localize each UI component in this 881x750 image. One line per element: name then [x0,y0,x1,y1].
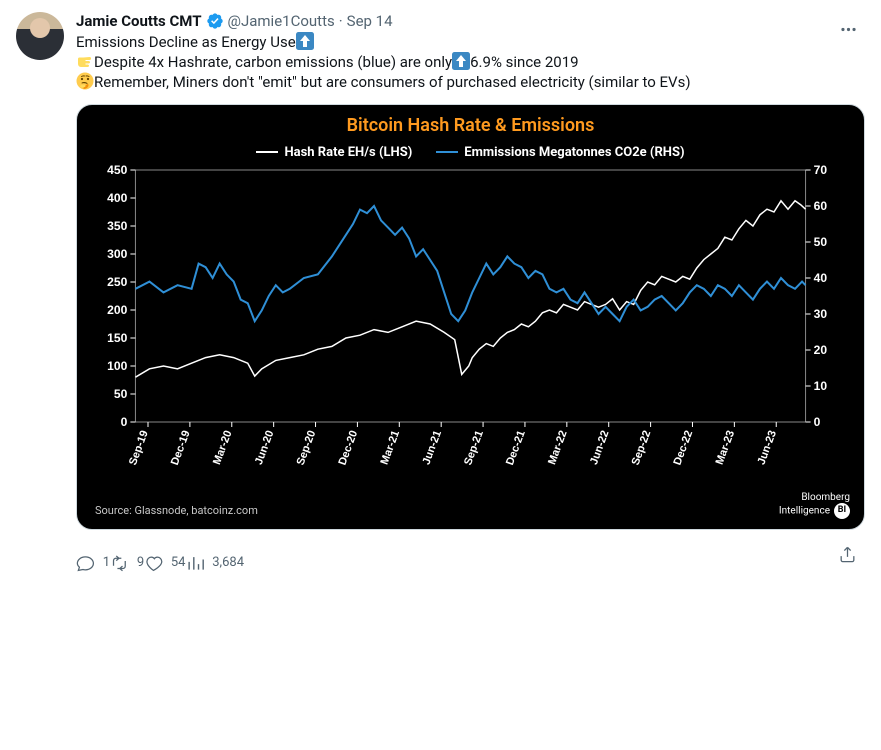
svg-text:50: 50 [114,387,128,401]
svg-text:Jun-21: Jun-21 [420,428,444,465]
emoji-icon [76,72,94,90]
tweet-header: Jamie Coutts CMT @Jamie1Coutts · Sep 14 [76,12,865,30]
svg-text:Mar-21: Mar-21 [379,428,403,465]
reply-button[interactable]: 1 [76,554,110,573]
svg-text:Sep-21: Sep-21 [462,428,486,466]
svg-text:30: 30 [814,307,828,321]
tweet-actions: 1 9 54 3,684 [76,542,865,573]
svg-text:Dec-19: Dec-19 [169,428,193,466]
svg-text:Dec-20: Dec-20 [336,428,360,466]
retweet-count: 9 [137,555,144,570]
more-options-button[interactable] [831,12,865,46]
share-button[interactable] [838,545,857,568]
retweet-button[interactable]: 9 [110,554,144,573]
verified-badge-icon [206,12,224,30]
svg-text:250: 250 [107,275,127,289]
svg-text:Mar-20: Mar-20 [211,428,235,465]
svg-text:Mar-22: Mar-22 [546,428,570,465]
legend-item: Emmissions Megatonnes CO2e (RHS) [436,145,684,160]
like-count: 54 [171,555,186,570]
svg-text:Mar-23: Mar-23 [714,428,738,465]
tweet: Jamie Coutts CMT @Jamie1Coutts · Sep 14 … [16,12,865,572]
svg-text:50: 50 [814,235,828,249]
svg-text:Jun-23: Jun-23 [756,428,780,465]
svg-text:70: 70 [814,164,828,177]
avatar[interactable] [16,12,64,60]
views-count: 3,684 [212,555,244,570]
legend-item: Hash Rate EH/s (LHS) [256,145,412,160]
svg-text:100: 100 [107,359,127,373]
svg-text:Dec-22: Dec-22 [672,428,696,466]
author-handle[interactable]: @Jamie1Coutts [228,12,335,30]
svg-text:350: 350 [107,219,127,233]
svg-text:60: 60 [814,199,828,213]
svg-text:10: 10 [814,379,828,393]
svg-text:Sep-19: Sep-19 [127,428,151,466]
svg-text:0: 0 [814,415,821,429]
svg-text:Sep-20: Sep-20 [295,428,319,466]
svg-text:Jun-20: Jun-20 [253,428,277,465]
emoji-icon [76,52,94,70]
svg-text:40: 40 [814,271,828,285]
chart-plot: 0 50 100 150 200 250 300 350 400 450 0 10 20 30 40 50 60… [87,164,854,484]
svg-text:Jun-22: Jun-22 [588,428,612,465]
bloomberg-logo: BloombergIntelligenceBI [779,492,850,519]
svg-text:150: 150 [107,331,127,345]
tweet-main: Jamie Coutts CMT @Jamie1Coutts · Sep 14 … [76,12,865,572]
svg-text:Dec-21: Dec-21 [504,428,528,466]
chart-title: Bitcoin Hash Rate & Emissions [87,115,854,136]
views-button[interactable]: 3,684 [186,554,245,573]
svg-text:Sep-22: Sep-22 [630,428,654,466]
svg-text:450: 450 [107,164,127,177]
author-name[interactable]: Jamie Coutts CMT [76,12,202,30]
chart-image[interactable]: Bitcoin Hash Rate & Emissions Hash Rate … [76,104,865,530]
like-button[interactable]: 54 [144,554,185,573]
reply-count: 1 [103,555,110,570]
emoji-icon [296,32,314,50]
svg-text:0: 0 [121,415,128,429]
emoji-icon [452,52,470,70]
svg-text:200: 200 [107,303,127,317]
tweet-date[interactable]: Sep 14 [347,12,393,30]
svg-text:400: 400 [107,191,127,205]
tweet-text: Emissions Decline as Energy UseDespite 4… [76,32,865,92]
chart-source: Source: Glassnode, batcoinz.com [91,502,262,519]
separator-dot: · [339,12,343,30]
chart-legend: Hash Rate EH/s (LHS) Emmissions Megatonne… [87,142,854,160]
svg-text:20: 20 [814,343,828,357]
svg-text:300: 300 [107,247,127,261]
